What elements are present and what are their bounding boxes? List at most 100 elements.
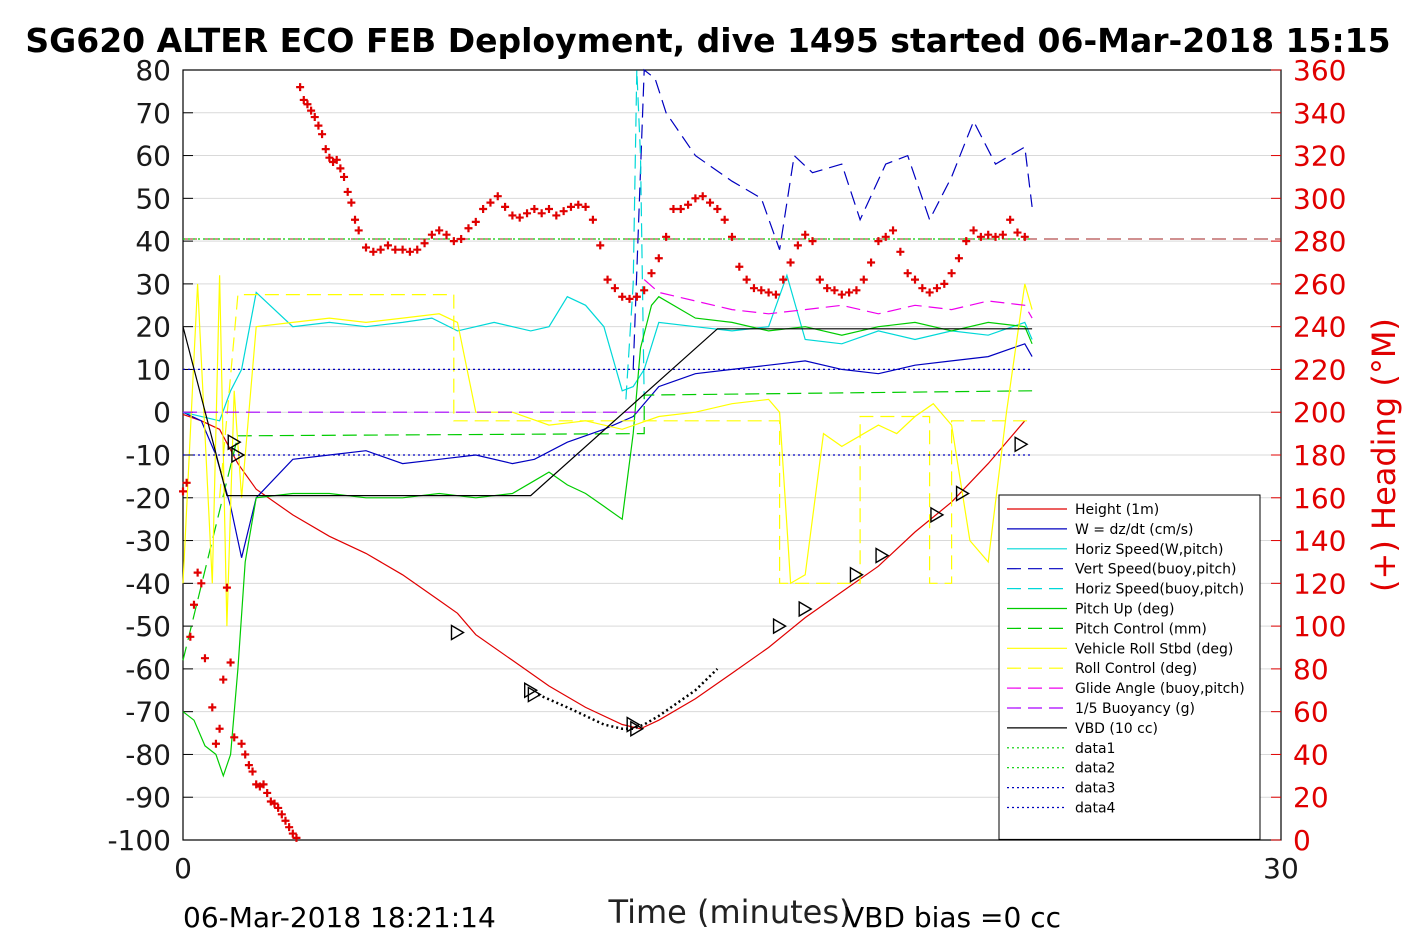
- heading-marker: [698, 192, 707, 201]
- heading-marker: [618, 292, 627, 301]
- right-tick-label: 240: [1293, 311, 1346, 344]
- left-tick-label: -70: [125, 696, 171, 729]
- right-tick-label: 0: [1293, 824, 1311, 857]
- heading-marker: [940, 279, 949, 288]
- heading-marker: [479, 205, 488, 214]
- series-line-2: [182, 273, 1033, 422]
- heading-marker: [867, 258, 876, 267]
- left-tick-label: -80: [125, 738, 171, 771]
- heading-marker: [523, 209, 532, 218]
- heading-marker: [845, 288, 854, 297]
- heading-marker: [179, 487, 187, 496]
- right-tick-label: 80: [1293, 653, 1329, 686]
- heading-marker: [764, 288, 773, 297]
- heading-marker: [647, 269, 656, 278]
- legend-label: Vehicle Roll Stbd (deg): [1075, 641, 1233, 657]
- right-tick-label: 100: [1293, 610, 1346, 643]
- heading-marker: [292, 833, 301, 842]
- series-line-8: [219, 294, 1033, 584]
- heading-marker: [200, 654, 209, 663]
- right-tick-label: 140: [1293, 525, 1346, 558]
- heading-marker: [559, 207, 568, 216]
- heading-marker: [998, 230, 1007, 239]
- triangle-marker: [524, 682, 539, 699]
- series-line-1: [182, 343, 1033, 558]
- heading-marker: [574, 200, 583, 209]
- heading-marker: [669, 205, 678, 214]
- heading-marker: [771, 290, 780, 299]
- series-line-7: [182, 275, 1033, 627]
- legend-label: Vert Speed(buoy,pitch): [1075, 562, 1237, 578]
- left-tick-label: -50: [125, 610, 171, 643]
- heading-marker: [296, 83, 305, 92]
- left-tick-label: -90: [125, 781, 171, 814]
- heading-marker: [208, 703, 217, 712]
- heading-marker: [362, 243, 370, 252]
- left-axis-ticks: 80 70 60 50 40 30 20 10 0 -10 -20 -30 -40 -50 -60 -70 -8…: [107, 54, 193, 857]
- heading-marker: [713, 205, 722, 214]
- left-tick-label: 80: [135, 54, 171, 87]
- heading-marker: [226, 658, 235, 667]
- heading-marker: [420, 239, 429, 248]
- heading-marker: [343, 187, 352, 196]
- x-axis-ticks: 0 30: [174, 830, 1299, 885]
- heading-marker: [823, 284, 832, 293]
- series-layer: [182, 68, 1281, 778]
- heading-marker: [720, 215, 729, 224]
- triangle-marker: [849, 566, 864, 583]
- x-axis-label: Time (minutes): [608, 893, 852, 931]
- heading-marker: [369, 247, 378, 256]
- heading-marker: [413, 245, 422, 254]
- series-line-0: [182, 413, 1026, 730]
- heading-marker: [325, 153, 334, 162]
- heading-marker: [321, 145, 330, 154]
- left-tick-label: -20: [125, 482, 171, 515]
- left-tick-label: -40: [125, 567, 171, 600]
- triangle-marker: [772, 617, 787, 635]
- heading-marker: [962, 237, 971, 246]
- heading-marker: [457, 234, 466, 243]
- heading-marker: [552, 211, 561, 220]
- legend-label: data4: [1075, 801, 1116, 817]
- heading-marker: [376, 245, 385, 254]
- heading-marker: [501, 202, 510, 211]
- heading-marker: [241, 750, 250, 759]
- heading-marker: [932, 284, 941, 293]
- series-line-11: [182, 326, 1033, 497]
- series-line-9: [643, 279, 1033, 319]
- triangle-marker: [227, 433, 242, 451]
- right-tick-label: 20: [1293, 781, 1329, 814]
- series-line-6: [182, 390, 1033, 661]
- heading-marker: [288, 829, 297, 838]
- heading-marker: [735, 262, 744, 271]
- heading-marker: [486, 198, 495, 207]
- left-tick-label: 30: [135, 268, 171, 301]
- heading-marker: [318, 130, 327, 139]
- heading-marker: [896, 247, 905, 256]
- heading-marker: [281, 816, 290, 825]
- heading-marker: [237, 739, 246, 748]
- legend-box: [998, 494, 1261, 840]
- right-tick-label: 260: [1293, 268, 1346, 301]
- legend-label: data2: [1075, 761, 1115, 777]
- x-tick-label: 30: [1263, 852, 1299, 885]
- heading-marker: [391, 245, 400, 254]
- legend-label: W = dz/dt (cm/s): [1075, 522, 1194, 538]
- heading-marker: [610, 284, 619, 293]
- legend-label: Horiz Speed(W,pitch): [1075, 542, 1223, 558]
- heading-marker: [508, 211, 517, 220]
- right-tick-label: 340: [1293, 97, 1346, 130]
- legend-label: VBD (10 cc): [1075, 721, 1158, 737]
- left-tick-label: 20: [135, 311, 171, 344]
- heading-marker: [991, 232, 1000, 241]
- triangle-marker: [955, 485, 970, 502]
- heading-marker: [351, 215, 360, 224]
- heading-marker: [405, 247, 414, 256]
- left-tick-label: 0: [153, 396, 171, 429]
- heading-marker: [303, 100, 312, 109]
- heading-marker: [314, 121, 323, 130]
- heading-marker: [793, 241, 802, 250]
- heading-marker: [545, 205, 553, 214]
- heading-marker: [566, 202, 575, 211]
- heading-marker: [197, 579, 206, 588]
